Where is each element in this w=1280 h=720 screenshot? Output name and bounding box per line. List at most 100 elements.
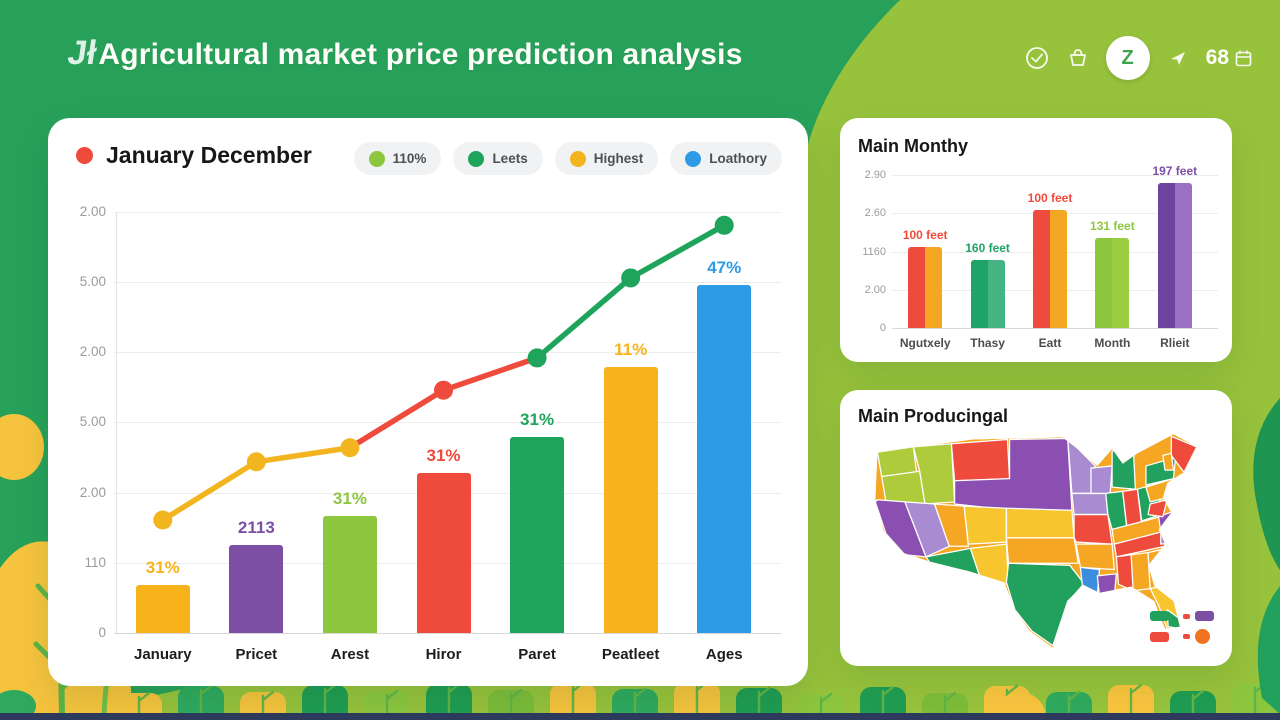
basket-icon[interactable]	[1065, 45, 1091, 71]
y-tick-label: 0	[98, 625, 106, 640]
legend-pill-0[interactable]: 110%	[353, 142, 442, 175]
bar-Eatt	[1033, 210, 1067, 328]
x-tick-label: Paret	[518, 646, 556, 663]
bar-value-label: 11%	[614, 340, 648, 360]
leaf-right-decoration	[1253, 398, 1280, 714]
legend-dot-icon	[368, 150, 385, 167]
app-header: Jł Agricultural market price prediction …	[65, 34, 743, 73]
bar-Thasy	[970, 260, 1005, 328]
y-tick-label: 2.00	[864, 283, 886, 296]
bar-Pricet	[229, 545, 284, 633]
legend-swatch-icon	[1195, 629, 1210, 644]
bar-Arest	[322, 515, 377, 633]
legend-pill-2[interactable]: Highest	[554, 142, 659, 175]
map-legend-item-0	[1150, 611, 1169, 621]
x-tick-label: Hiror	[425, 646, 462, 663]
gridline	[114, 282, 781, 284]
gridline	[892, 328, 1218, 329]
map-legend-item-1	[1183, 611, 1214, 621]
bar-value-label: 160 feet	[965, 241, 1010, 255]
bar-Hiror	[416, 473, 471, 633]
legend-label: 110%	[392, 151, 427, 166]
monthly-card-title: Main Monthy	[858, 136, 968, 156]
bar-January	[135, 585, 190, 633]
y-tick-label: 2.00	[79, 484, 106, 500]
x-tick-label: Ages	[705, 646, 743, 663]
y-tick-label: 2.00	[79, 344, 106, 360]
us-map	[875, 434, 1197, 648]
bar-Ngutxely	[908, 247, 943, 328]
x-tick-label: Thasy	[970, 336, 1005, 350]
bar-Peatleet	[603, 367, 658, 633]
gridline	[114, 422, 781, 424]
map-legend-item-2	[1150, 631, 1169, 642]
x-tick-label: Pricet	[235, 646, 278, 663]
x-tick-label: Peatleet	[601, 646, 660, 663]
y-tick-label: 110	[84, 554, 106, 570]
legend-swatch-icon	[1195, 611, 1214, 621]
calendar-icon	[1235, 50, 1252, 67]
check-circle-icon[interactable]	[1024, 45, 1050, 71]
legend-pill-1[interactable]: Leets	[453, 142, 543, 175]
legend-dash-icon	[1183, 634, 1190, 639]
monthly-bar-chart: 0 2.00 1160 2.60 2.90 100 feet Ngutxely 160 fee…	[840, 118, 1232, 362]
bar-value-label: 31%	[332, 488, 367, 508]
gridline	[114, 633, 781, 634]
legend-swatch-icon	[1150, 631, 1169, 642]
bar-value-label: 31%	[520, 410, 555, 430]
chart-legend: 110% Leets Highest Loathory	[353, 142, 782, 175]
bar-value-label: 100 feet	[1027, 191, 1073, 206]
bar-value-label: 47%	[707, 257, 742, 277]
price-prediction-chart-card: January December 110% Leets Highest Loathor…	[48, 118, 808, 686]
x-tick-label: Arest	[330, 646, 370, 663]
yellow-blob-decoration	[0, 414, 44, 480]
red-dot-icon	[76, 147, 93, 164]
y-tick-label: 2.60	[864, 207, 886, 220]
x-tick-label: Ngutxely	[899, 336, 951, 350]
legend-dash-icon	[1183, 613, 1190, 619]
y-tick-label: 2.00	[79, 203, 106, 219]
y-tick-label: 5.00	[79, 414, 106, 430]
y-tick-label: 5.00	[79, 274, 106, 290]
chart-title: January December	[106, 142, 312, 168]
chart-header: January December	[76, 142, 312, 169]
bar-Month	[1095, 238, 1130, 328]
y-tick-label: 2.90	[864, 169, 886, 182]
y-axis-line	[116, 212, 117, 633]
bar-value-label: 31%	[426, 446, 461, 465]
bar-value-label: 100 feet	[902, 228, 948, 243]
plane-icon[interactable]	[1165, 45, 1191, 71]
legend-pill-3[interactable]: Loathory	[670, 142, 782, 175]
gridline	[892, 175, 1218, 177]
y-tick-label: 0	[879, 322, 886, 334]
page-title: Agricultural market price prediction ana…	[98, 38, 743, 71]
gridline	[114, 211, 781, 213]
producing-map-card: Main Producingal	[840, 390, 1232, 666]
bar-value-label: 2113	[237, 518, 275, 538]
header-actions: Z 68	[1024, 36, 1252, 80]
legend-label: Loathory	[709, 151, 767, 166]
x-tick-label: Eatt	[1038, 336, 1062, 350]
count-value: 68	[1205, 46, 1229, 69]
legend-swatch-icon	[1150, 611, 1169, 621]
bar-value-label: 131 feet	[1090, 219, 1135, 234]
header-count: 68	[1206, 46, 1252, 70]
profile-button[interactable]: Z	[1105, 36, 1150, 80]
legend-dot-icon	[685, 150, 702, 167]
bottom-strip	[0, 713, 1280, 720]
x-tick-label: Month	[1094, 336, 1131, 350]
bar-Ages	[697, 284, 752, 633]
bar-value-label: 31%	[145, 558, 180, 578]
logo-icon: Jł	[65, 34, 100, 72]
y-tick-label: 1160	[862, 245, 886, 258]
legend-dot-icon	[468, 150, 485, 167]
map-legend	[1150, 611, 1214, 644]
map-legend-item-3	[1183, 629, 1214, 644]
combo-chart: 0 110 2.00 5.00 2.00 5.00 2.00 31% January 2113 Pr…	[48, 118, 808, 686]
map-card-title: Main Producingal	[858, 406, 1009, 426]
bar-Rlieit	[1157, 183, 1192, 328]
x-tick-label: Rlieit	[1160, 336, 1190, 350]
x-tick-label: January	[134, 646, 192, 663]
legend-dot-icon	[569, 150, 586, 167]
bar-Paret	[510, 437, 565, 633]
